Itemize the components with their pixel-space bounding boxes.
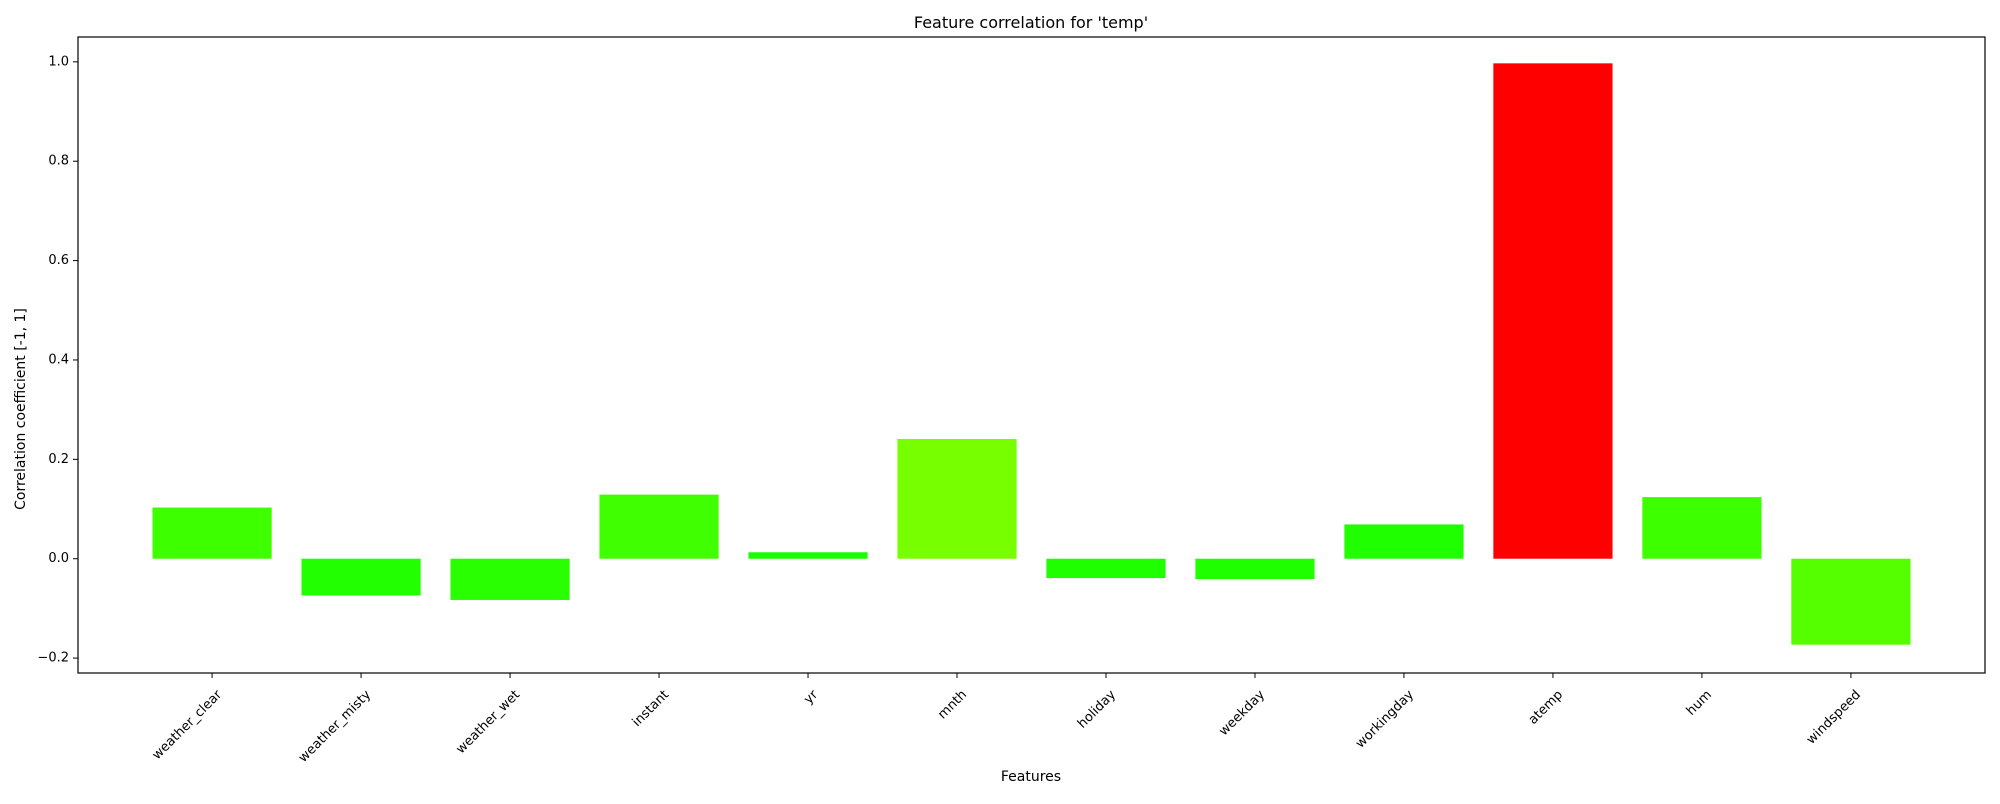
bar-weather_clear bbox=[152, 507, 272, 559]
x-tick-label: yr bbox=[801, 687, 821, 707]
y-tick-label: 0.8 bbox=[48, 154, 69, 169]
bar-workingday bbox=[1344, 524, 1464, 559]
y-axis-label: Correlation coefficient [-1, 1] bbox=[13, 308, 29, 510]
bar-windspeed bbox=[1791, 558, 1911, 645]
x-axis-ticks: weather_clear weather_misty weather_wet ins… bbox=[150, 673, 1864, 766]
x-tick-label: instant bbox=[630, 687, 672, 729]
bar-hum bbox=[1642, 497, 1762, 559]
x-tick-label: hum bbox=[1684, 687, 1715, 718]
y-tick-label: 0.2 bbox=[48, 452, 69, 467]
x-tick-label: weather_clear bbox=[150, 687, 226, 763]
bar-weekday bbox=[1195, 558, 1315, 580]
y-axis-ticks: −0.2 0.0 0.2 0.4 0.6 0.8 1.0 bbox=[37, 54, 78, 666]
bar-mnth bbox=[897, 438, 1017, 559]
y-tick-label: 0.0 bbox=[48, 551, 69, 566]
x-axis-label: Features bbox=[1001, 769, 1061, 785]
bar-weather_misty bbox=[301, 558, 421, 596]
bar-atemp bbox=[1493, 63, 1613, 559]
plot-frame bbox=[77, 36, 1986, 674]
bar-holiday bbox=[1046, 558, 1166, 579]
bar-instant bbox=[599, 494, 719, 559]
x-tick-label: workingday bbox=[1353, 687, 1417, 751]
y-tick-label: 0.6 bbox=[48, 253, 69, 268]
x-tick-label: atemp bbox=[1526, 687, 1566, 727]
x-tick-label: weather_wet bbox=[453, 687, 523, 757]
y-tick-label: −0.2 bbox=[37, 651, 69, 666]
x-tick-label: weather_misty bbox=[296, 687, 374, 765]
y-tick-label: 0.4 bbox=[48, 352, 69, 367]
bar-weather_wet bbox=[450, 558, 570, 600]
bar-yr bbox=[748, 552, 868, 559]
chart-title: Feature correlation for 'temp' bbox=[914, 13, 1148, 32]
x-tick-label: weekday bbox=[1216, 687, 1268, 739]
x-tick-label: holiday bbox=[1075, 687, 1119, 731]
x-tick-label: windspeed bbox=[1804, 687, 1864, 747]
bar-series bbox=[152, 63, 1911, 645]
y-tick-label: 1.0 bbox=[48, 54, 69, 69]
x-tick-label: mnth bbox=[935, 687, 970, 722]
